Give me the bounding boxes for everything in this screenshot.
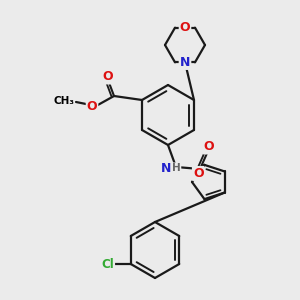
Text: O: O <box>87 100 97 112</box>
Text: CH₃: CH₃ <box>53 96 74 106</box>
Text: N: N <box>180 56 190 69</box>
Text: N: N <box>161 161 171 175</box>
Text: O: O <box>180 21 190 34</box>
Text: Cl: Cl <box>101 257 114 271</box>
Text: H: H <box>172 163 181 173</box>
Text: O: O <box>204 140 214 154</box>
Text: O: O <box>193 167 203 180</box>
Text: N: N <box>180 56 190 69</box>
Text: O: O <box>103 70 113 83</box>
